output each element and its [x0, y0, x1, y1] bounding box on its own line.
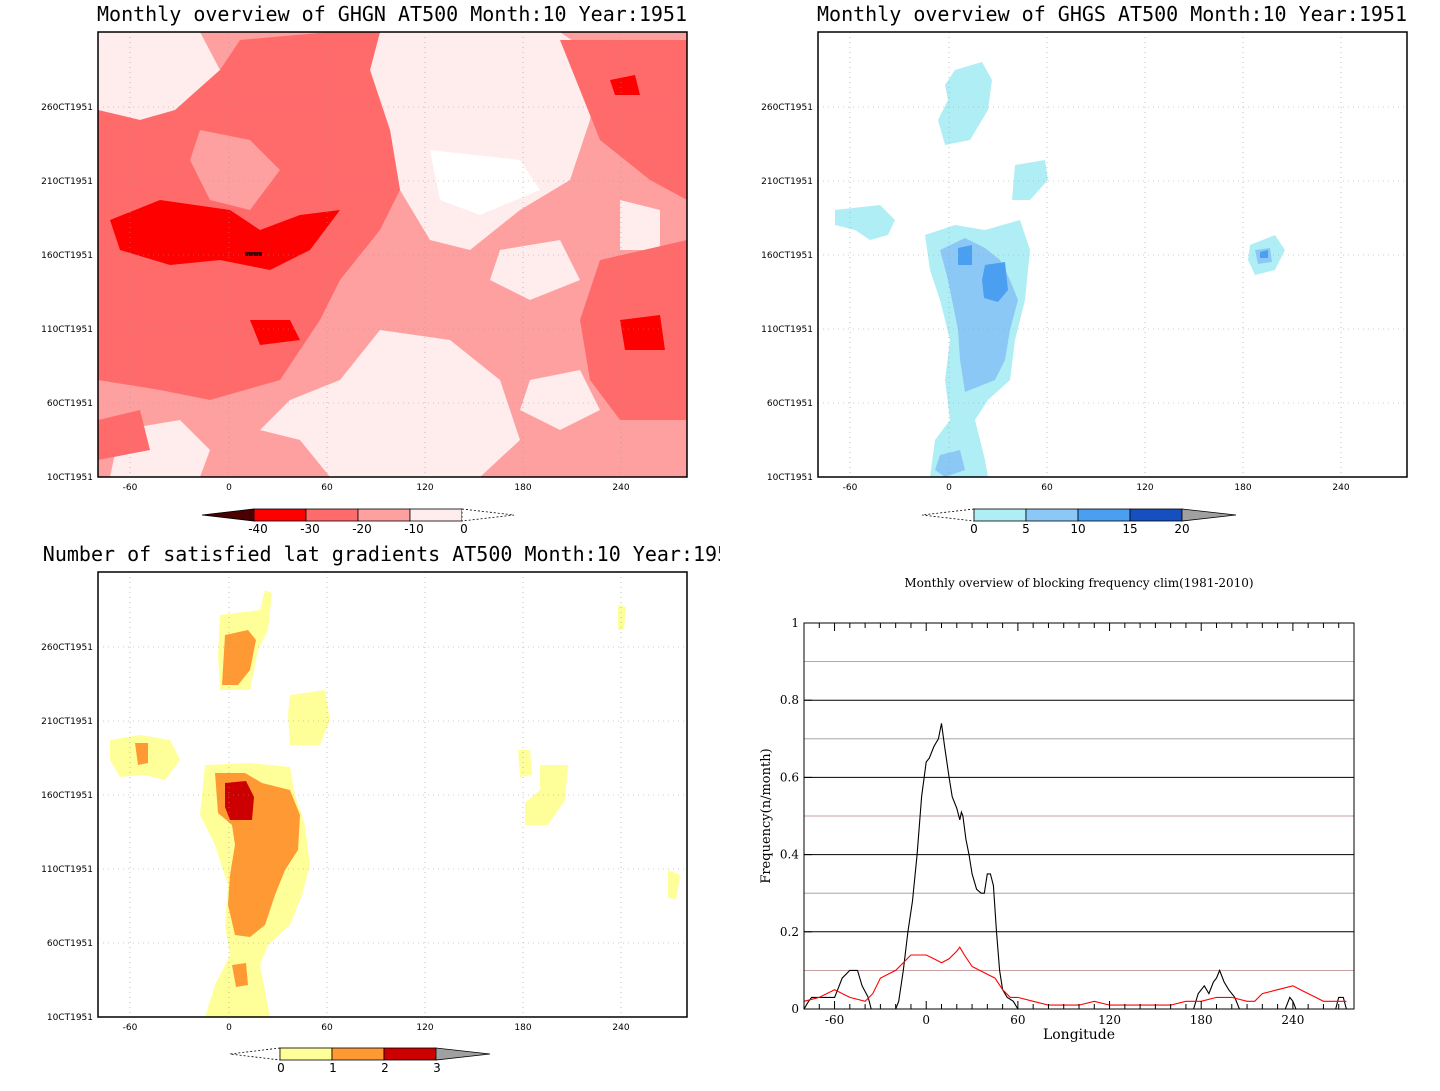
svg-text:210CT1951: 210CT1951 [41, 177, 93, 187]
grad-frame [97, 571, 688, 1018]
svg-text:60CT1951: 60CT1951 [47, 939, 93, 949]
freq-ylabel: Frequency(n/month) [759, 748, 774, 883]
svg-text:0: 0 [226, 1023, 232, 1033]
svg-text:120: 120 [416, 1023, 433, 1033]
freq-ytick-label: 0.2 [780, 925, 799, 939]
svg-text:240: 240 [612, 483, 629, 493]
freq-series-line-1 [803, 946, 1347, 1006]
svg-text:5: 5 [1022, 522, 1030, 536]
svg-text:10: 10 [1070, 522, 1085, 536]
ghgn-title: Monthly overview of GHGN AT500 Month:10 … [97, 2, 687, 26]
freq-ytick-label: 0 [791, 1002, 799, 1016]
svg-text:260CT1951: 260CT1951 [41, 643, 93, 653]
freq-xtick-label: 60 [1010, 1013, 1025, 1027]
svg-text:0: 0 [970, 522, 978, 536]
svg-text:0: 0 [277, 1061, 285, 1075]
freq-series [803, 723, 1347, 1010]
ghgs-title: Monthly overview of GHGS AT500 Month:10 … [817, 2, 1407, 26]
freq-xtick-label: -60 [825, 1013, 844, 1027]
svg-text:1: 1 [329, 1061, 337, 1075]
ghgn-yticks: 10CT1951 60CT1951 110CT1951 160CT1951 21… [41, 103, 93, 483]
svg-text:10CT1951: 10CT1951 [767, 473, 813, 483]
svg-text:60: 60 [321, 483, 333, 493]
freq-xtick-label: 120 [1098, 1013, 1121, 1027]
svg-text:210CT1951: 210CT1951 [761, 177, 813, 187]
ghgs-contours [818, 32, 1407, 477]
svg-text:110CT1951: 110CT1951 [41, 865, 93, 875]
freq-xtick-label: 240 [1281, 1013, 1304, 1027]
ghgs-frame [817, 31, 1408, 478]
freq-title: Monthly overview of blocking frequency c… [904, 576, 1253, 590]
svg-text:210CT1951: 210CT1951 [41, 717, 93, 727]
svg-text:240: 240 [612, 1023, 629, 1033]
svg-text:-20: -20 [352, 522, 372, 536]
ghgn-contours [98, 32, 687, 477]
svg-text:160CT1951: 160CT1951 [41, 791, 93, 801]
svg-text:260CT1951: 260CT1951 [41, 103, 93, 113]
freq-panel: Monthly overview of blocking frequency c… [759, 576, 1355, 1043]
svg-text:110CT1951: 110CT1951 [761, 325, 813, 335]
grad-grid [98, 572, 687, 1017]
svg-text:110CT1951: 110CT1951 [41, 325, 93, 335]
freq-gridlines [804, 661, 1354, 971]
ghgs-panel: Monthly overview of GHGS AT500 Month:10 … [761, 2, 1408, 536]
ghgn-colorbar: -40 -30 -20 -10 0 [201, 508, 515, 536]
grad-panel: Number of satisfied lat gradients AT500 … [41, 545, 720, 1075]
grad-yticks: 10CT1951 60CT1951 110CT1951 160CT1951 21… [41, 643, 93, 1023]
svg-text:2: 2 [381, 1061, 389, 1075]
svg-text:180: 180 [514, 483, 531, 493]
freq-ticks: -60 0 60 120 180 240 0 0.2 0.4 0.6 0.8 1 [780, 616, 1340, 1027]
freq-ytick-label: 0.6 [780, 770, 799, 784]
svg-text:60CT1951: 60CT1951 [47, 399, 93, 409]
svg-text:260CT1951: 260CT1951 [761, 103, 813, 113]
freq-xlabel: Longitude [1043, 1027, 1115, 1043]
svg-text:60CT1951: 60CT1951 [767, 399, 813, 409]
ghgs-colorbar: 0 5 10 15 20 [921, 508, 1237, 536]
freq-series-line-0 [803, 723, 1347, 1010]
svg-text:0: 0 [946, 483, 952, 493]
freq-ytick-label: 0.8 [780, 693, 799, 707]
svg-text:160CT1951: 160CT1951 [41, 251, 93, 261]
svg-text:-10: -10 [404, 522, 424, 536]
svg-text:180: 180 [1234, 483, 1251, 493]
svg-text:180: 180 [514, 1023, 531, 1033]
svg-text:0: 0 [460, 522, 468, 536]
svg-text:-40: -40 [248, 522, 268, 536]
svg-text:-30: -30 [300, 522, 320, 536]
ghgs-xticks: -60 0 60 120 180 240 [843, 483, 1350, 493]
svg-text:3: 3 [433, 1061, 441, 1075]
ghgs-yticks: 10CT1951 60CT1951 110CT1951 160CT1951 21… [761, 103, 813, 483]
svg-text:20: 20 [1174, 522, 1189, 536]
svg-text:0: 0 [226, 483, 232, 493]
freq-xtick-label: 180 [1190, 1013, 1213, 1027]
freq-xtick-label: 0 [922, 1013, 930, 1027]
freq-ytick-label: 0.4 [780, 848, 799, 862]
ghgn-xticks: -60 0 60 120 180 240 [123, 483, 630, 493]
svg-text:-60: -60 [843, 483, 858, 493]
grad-colorbar: 0 1 2 3 [229, 1047, 491, 1075]
svg-text:160CT1951: 160CT1951 [761, 251, 813, 261]
svg-text:60: 60 [321, 1023, 333, 1033]
svg-text:120: 120 [416, 483, 433, 493]
svg-text:240: 240 [1332, 483, 1349, 493]
grad-xticks: -60 0 60 120 180 240 [123, 1023, 630, 1033]
svg-text:10CT1951: 10CT1951 [47, 473, 93, 483]
svg-text:-60: -60 [123, 483, 138, 493]
svg-text:120: 120 [1136, 483, 1153, 493]
ghgn-panel: Monthly overview of GHGN AT500 Month:10 … [41, 2, 688, 536]
svg-text:10CT1951: 10CT1951 [47, 1013, 93, 1023]
ghgn-grid [98, 32, 687, 477]
ghgs-grid [818, 32, 1407, 477]
svg-text:60: 60 [1041, 483, 1053, 493]
grad-contours [98, 572, 687, 1017]
freq-ytick-label: 1 [791, 616, 799, 630]
ghgn-frame [97, 31, 688, 478]
svg-text:-60: -60 [123, 1023, 138, 1033]
svg-text:15: 15 [1122, 522, 1137, 536]
grad-title: Number of satisfied lat gradients AT500 … [43, 545, 720, 566]
